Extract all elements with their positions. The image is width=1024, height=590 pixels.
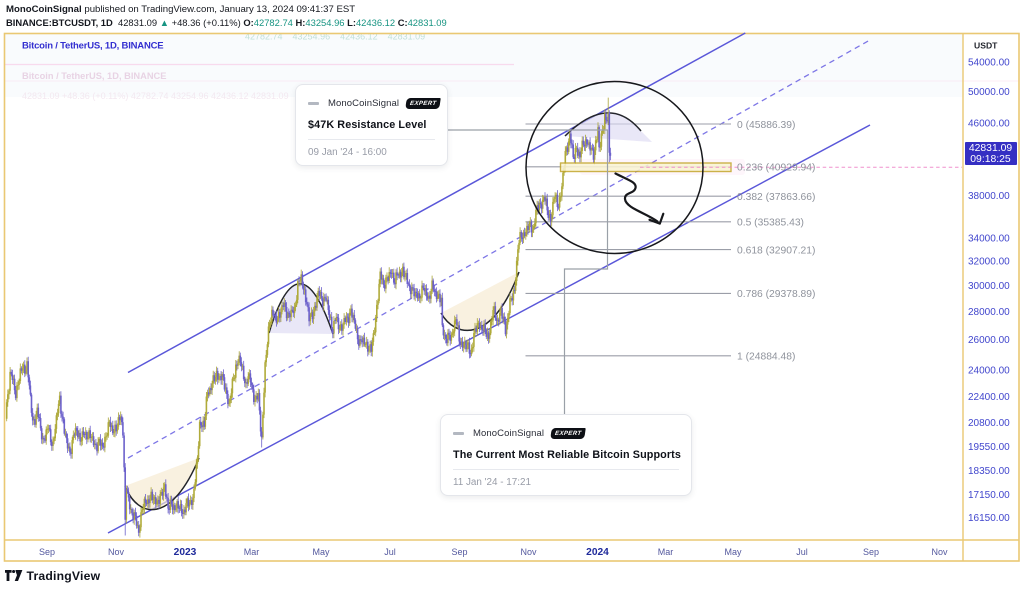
svg-text:22400.00: 22400.00 [968,392,1010,403]
svg-text:50000.00: 50000.00 [968,87,1010,98]
svg-text:18350.00: 18350.00 [968,466,1010,477]
svg-text:34000.00: 34000.00 [968,233,1010,244]
svg-text:24000.00: 24000.00 [968,366,1010,377]
svg-text:Bitcoin / TetherUS, 1D, BINANC: Bitcoin / TetherUS, 1D, BINANCE [22,41,163,52]
svg-text:May: May [312,547,330,557]
svg-text:0 (45886.39): 0 (45886.39) [737,120,795,131]
svg-text:54000.00: 54000.00 [968,58,1010,69]
svg-text:Sep: Sep [863,547,879,557]
svg-text:1 (24884.48): 1 (24884.48) [737,352,795,363]
svg-text:16150.00: 16150.00 [968,513,1010,524]
svg-text:2024: 2024 [586,547,609,558]
svg-text:0.618 (32907.21): 0.618 (32907.21) [737,245,815,256]
svg-text:32000.00: 32000.00 [968,256,1010,267]
svg-text:Jul: Jul [796,547,808,557]
svg-text:Mar: Mar [244,547,260,557]
svg-text:17150.00: 17150.00 [968,490,1010,501]
svg-text:Mar: Mar [658,547,674,557]
svg-text:Nov: Nov [520,547,537,557]
svg-text:Sep: Sep [451,547,467,557]
svg-text:0.382 (37863.66): 0.382 (37863.66) [737,192,815,203]
svg-text:2023: 2023 [174,547,197,558]
svg-text:USDT: USDT [974,41,998,51]
svg-text:42831.09 +48.36 (+0.11%) 42782: 42831.09 +48.36 (+0.11%) 42782.74 43254.… [22,91,289,101]
svg-text:46000.00: 46000.00 [968,119,1010,130]
svg-text:Nov: Nov [931,547,948,557]
svg-text:26000.00: 26000.00 [968,335,1010,346]
svg-text:Sep: Sep [39,547,55,557]
svg-text:0.236 (40929.94): 0.236 (40929.94) [737,163,815,174]
svg-text:Nov: Nov [108,547,125,557]
svg-text:Bitcoin / TetherUS, 1D, BINANC: Bitcoin / TetherUS, 1D, BINANCE [22,71,166,81]
svg-text:38000.00: 38000.00 [968,191,1010,202]
svg-text:19550.00: 19550.00 [968,442,1010,453]
svg-text:30000.00: 30000.00 [968,281,1010,292]
svg-text:28000.00: 28000.00 [968,307,1010,318]
svg-text:Jul: Jul [384,547,396,557]
svg-text:0.5 (35385.43): 0.5 (35385.43) [737,218,804,229]
svg-text:0.786 (29378.89): 0.786 (29378.89) [737,289,815,300]
svg-text:42782.74 43254.96 42436.: 42782.74 43254.96 42436.12 42831.09 [245,32,425,42]
svg-text:20800.00: 20800.00 [968,418,1010,429]
svg-text:May: May [724,547,742,557]
